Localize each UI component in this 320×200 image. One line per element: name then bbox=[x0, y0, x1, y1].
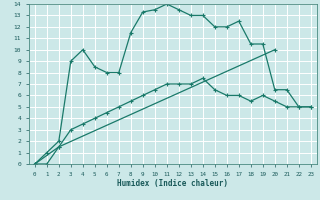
X-axis label: Humidex (Indice chaleur): Humidex (Indice chaleur) bbox=[117, 179, 228, 188]
